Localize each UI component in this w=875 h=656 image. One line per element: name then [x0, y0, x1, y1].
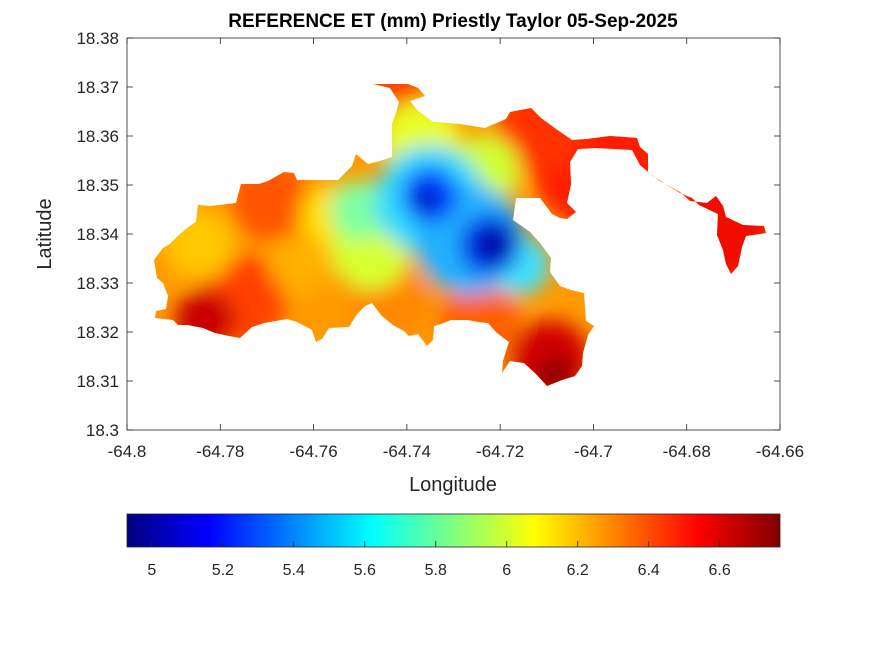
y-tick-label: 18.35 — [76, 176, 119, 195]
colorbar-tick-label: 6.2 — [567, 562, 589, 579]
y-tick-label: 18.31 — [76, 372, 119, 391]
x-tick-label: -64.76 — [289, 442, 337, 461]
heat-blob — [481, 231, 509, 259]
y-tick-label: 18.38 — [76, 29, 119, 48]
y-tick-label: 18.37 — [76, 78, 119, 97]
y-tick-label: 18.34 — [76, 225, 119, 244]
colorbar-tick-label: 5.6 — [354, 562, 376, 579]
plot-area: -64.8 -64.78 -64.76 -64.74 -64.72 -64.7 -64.68… — [76, 29, 804, 461]
chart-title: REFERENCE ET (mm) Priestly Taylor 05-Sep… — [228, 11, 678, 32]
x-tick-label: -64.7 — [574, 442, 613, 461]
colorbar-tick-label: 6 — [502, 562, 511, 579]
x-tick-label: -64.8 — [108, 442, 147, 461]
x-tick-label: -64.74 — [383, 442, 431, 461]
y-tick-label: 18.32 — [76, 323, 119, 342]
colorbar: 5 5.2 5.4 5.6 5.8 6 6.2 6.4 6.6 — [126, 513, 781, 579]
y-axis: 18.3 18.31 18.32 18.33 18.34 18.35 18.36 18.37 1… — [76, 29, 780, 440]
colorbar-gradient — [126, 513, 781, 548]
heat-blob — [330, 180, 390, 240]
colorbar-tick-label: 6.4 — [638, 562, 660, 579]
colorbar-tick-label: 5.2 — [212, 562, 234, 579]
colorbar-ticks: 5 5.2 5.4 5.6 5.8 6 6.2 6.4 6.6 — [147, 541, 731, 579]
x-axis-label: Longitude — [409, 474, 497, 496]
y-tick-label: 18.33 — [76, 274, 119, 293]
heat-blob — [270, 235, 330, 295]
x-tick-label: -64.68 — [663, 442, 711, 461]
x-tick-label: -64.66 — [756, 442, 804, 461]
y-tick-label: 18.36 — [76, 127, 119, 146]
x-axis: -64.8 -64.78 -64.76 -64.74 -64.72 -64.7 -64.68… — [108, 38, 804, 461]
colorbar-tick-label: 5.8 — [425, 562, 447, 579]
colorbar-tick-label: 5.4 — [283, 562, 305, 579]
x-tick-label: -64.78 — [196, 442, 244, 461]
colorbar-tick-label: 6.6 — [709, 562, 731, 579]
x-tick-label: -64.72 — [476, 442, 524, 461]
colorbar-tick-label: 5 — [147, 562, 156, 579]
y-tick-label: 18.3 — [86, 421, 119, 440]
heat-blob — [413, 188, 437, 212]
y-axis-label: Latitude — [34, 198, 56, 269]
